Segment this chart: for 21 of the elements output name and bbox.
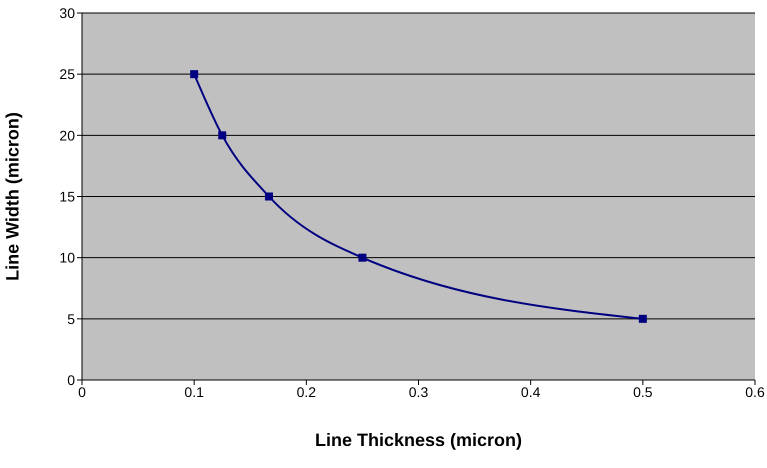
y-tick-label: 30 (59, 4, 76, 21)
x-tick-label: 0.6 (745, 384, 765, 400)
x-tick-label: 0.2 (296, 384, 316, 400)
point (190, 70, 198, 78)
y-tick-label: 15 (59, 188, 76, 204)
point (638, 314, 647, 323)
y-axis-title: Line Width (micron) (2, 112, 22, 281)
x-tick-label: 0 (78, 384, 86, 400)
x-axis-title: Line Thickness (micron) (314, 430, 522, 450)
y-tick-label: 25 (59, 66, 76, 82)
x-tick-label: 0.4 (520, 384, 541, 400)
y-tick-label: 5 (67, 310, 76, 327)
point (218, 131, 226, 140)
y-tick-label: 20 (59, 127, 76, 144)
x-tick-label: 0.5 (633, 384, 653, 400)
point (264, 192, 273, 200)
x-tick-label: 0.1 (184, 384, 204, 400)
y-tick-label: 0 (67, 372, 76, 388)
point (358, 254, 366, 262)
y-tick-label: 10 (59, 250, 76, 266)
x-tick-label: 0.3 (408, 384, 428, 400)
